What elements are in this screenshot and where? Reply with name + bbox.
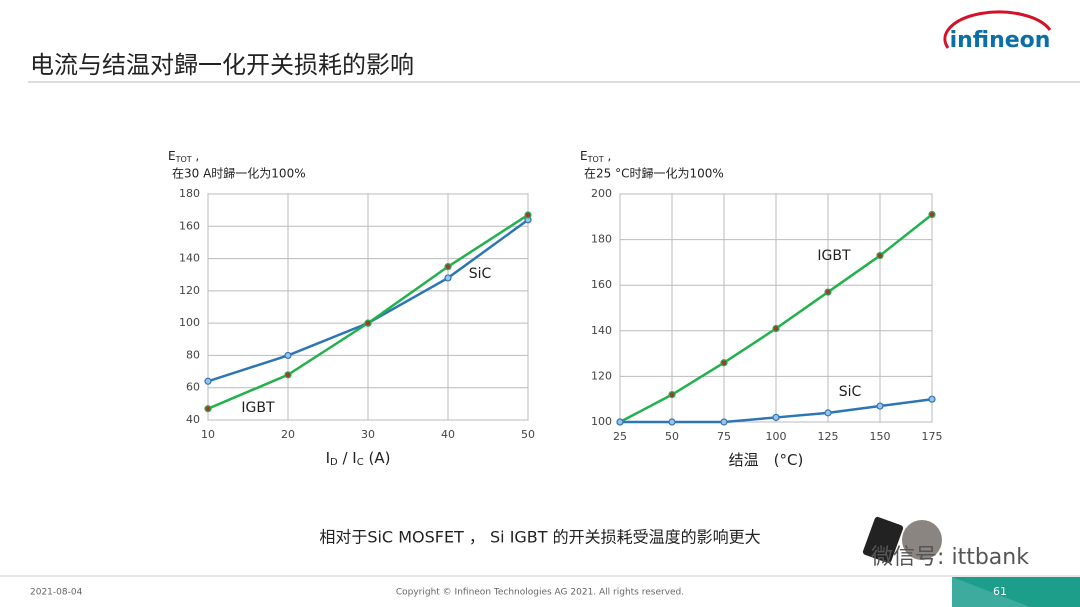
- x-tick-label: 25: [613, 430, 627, 443]
- x-tick-label: 20: [281, 428, 295, 441]
- x-axis-label: ID / IC (A): [326, 449, 391, 469]
- series-label: SiC: [469, 266, 492, 282]
- data-point: [204, 377, 212, 385]
- y-tick-label: 40: [186, 413, 200, 426]
- logo-arc: [943, 10, 1052, 49]
- page-number: 61: [993, 585, 1007, 598]
- y-axis-note: 在30 A时歸一化为100%: [172, 167, 306, 181]
- x-tick-label: 100: [766, 430, 787, 443]
- x-tick-label: 175: [922, 430, 943, 443]
- data-point: [720, 418, 728, 426]
- y-tick-label: 200: [591, 187, 612, 200]
- x-tick-label: 30: [361, 428, 375, 441]
- x-axis-label-part: 结温 (°C): [729, 451, 804, 469]
- y-axis-note: 在25 °C时歸一化为100%: [584, 167, 724, 181]
- footer-copyright: Copyright © Infineon Technologies AG 202…: [396, 588, 684, 598]
- data-point: [720, 359, 728, 367]
- y-axis-label-part: ,: [604, 149, 612, 163]
- y-tick-label: 80: [186, 348, 200, 361]
- watermark: 微信号: ittbank: [871, 545, 1029, 570]
- data-point: [824, 288, 832, 296]
- y-tick-label: 140: [179, 252, 200, 265]
- data-point: [772, 324, 780, 333]
- y-tick-label: 180: [591, 233, 612, 246]
- x-tick-label: 150: [870, 430, 891, 443]
- y-tick-label: 160: [179, 219, 200, 232]
- x-tick-label: 125: [818, 430, 839, 443]
- logo: infineon: [950, 28, 1051, 53]
- x-tick-label: 50: [521, 428, 535, 441]
- data-point: [364, 319, 372, 327]
- y-axis-label-part: E: [168, 149, 176, 163]
- x-axis-label: 结温 (°C): [729, 451, 804, 469]
- device-icon: [862, 516, 904, 564]
- y-tick-label: 120: [179, 284, 200, 297]
- x-axis-label-part: D: [330, 457, 338, 468]
- data-point: [444, 274, 452, 282]
- data-point: [284, 351, 292, 360]
- data-point: [668, 391, 676, 399]
- series-label: IGBT: [817, 248, 851, 264]
- x-tick-label: 50: [665, 430, 679, 443]
- x-axis-label-part: C: [357, 457, 364, 468]
- data-point: [772, 413, 780, 422]
- y-axis-label-part: TOT: [175, 155, 192, 164]
- y-axis-label: ETOT ,: [580, 149, 611, 164]
- caption: 相对于SiC MOSFET ， Si IGBT 的开关损耗受温度的影响更大: [319, 528, 760, 547]
- y-axis-label-part: E: [580, 149, 588, 163]
- data-point: [824, 409, 832, 417]
- watermark-icon: [902, 520, 942, 560]
- x-axis-label-part: (A): [364, 449, 391, 467]
- y-tick-label: 100: [179, 316, 200, 329]
- data-point: [876, 402, 884, 410]
- y-tick-label: 180: [179, 187, 200, 200]
- y-tick-label: 120: [591, 369, 612, 382]
- data-point: [204, 405, 212, 413]
- y-axis-label: ETOT ,: [168, 149, 199, 164]
- x-axis-label-part: / I: [338, 449, 357, 467]
- data-point: [444, 263, 452, 271]
- y-tick-label: 60: [186, 381, 200, 394]
- data-point: [668, 418, 676, 426]
- y-tick-label: 100: [591, 415, 612, 428]
- data-point: [524, 211, 532, 219]
- data-point: [928, 395, 936, 403]
- x-axis-label-part: I: [326, 449, 330, 467]
- y-axis-label-part: ,: [192, 149, 200, 163]
- data-point: [284, 371, 292, 379]
- data-point: [616, 418, 624, 426]
- y-tick-label: 160: [591, 278, 612, 291]
- y-axis-label-part: TOT: [587, 155, 604, 164]
- x-tick-label: 75: [717, 430, 731, 443]
- data-point: [876, 251, 884, 260]
- footer-date: 2021-08-04: [30, 588, 83, 598]
- y-tick-label: 140: [591, 324, 612, 337]
- x-tick-label: 40: [441, 428, 455, 441]
- data-point: [928, 210, 936, 219]
- x-tick-label: 10: [201, 428, 215, 441]
- slide-title: 电流与结温对歸一化开关损耗的影响: [30, 51, 414, 79]
- series-label: SiC: [839, 384, 862, 400]
- page-box: [952, 577, 1080, 607]
- series-label: IGBT: [241, 400, 275, 416]
